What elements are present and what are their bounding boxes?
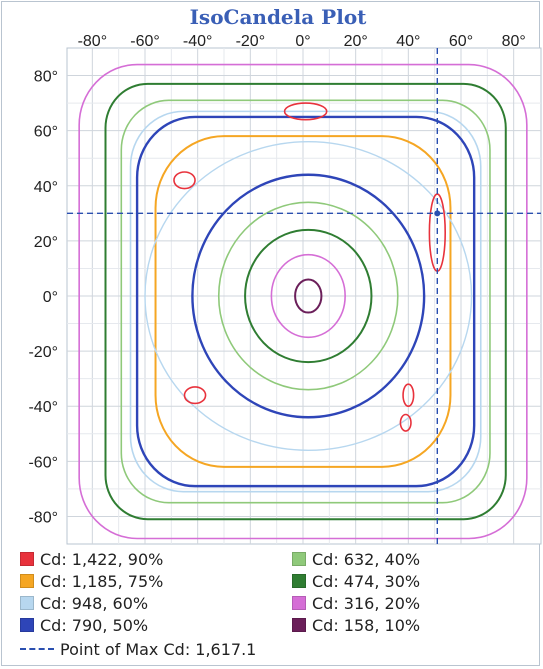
max-point-marker <box>434 210 441 217</box>
x-tick-label: -20° <box>236 33 266 50</box>
legend-swatch-30 <box>292 574 306 588</box>
legend-label-90: Cd: 1,422, 90% <box>40 549 164 569</box>
y-tick-label: 0° <box>43 289 58 306</box>
contour-60pct-outer <box>129 110 482 493</box>
legend-label-75: Cd: 1,185, 75% <box>40 571 164 591</box>
legend: Cd: 1,422, 90% Cd: 1,185, 75% Cd: 948, 6… <box>20 546 520 664</box>
contour-90pct-island <box>399 413 412 432</box>
legend-swatch-60 <box>20 596 34 610</box>
x-tick-label: 80° <box>502 33 526 50</box>
legend-item-20: Cd: 316, 20% <box>292 592 420 614</box>
max-point-legend-line <box>20 648 54 650</box>
contour-20pct-outer <box>78 63 528 540</box>
y-tick-label: -20° <box>28 344 58 361</box>
y-tick-label: -80° <box>28 509 58 526</box>
contour-30pct-inner <box>244 228 373 364</box>
legend-label-60: Cd: 948, 60% <box>40 593 149 613</box>
legend-label-40: Cd: 632, 40% <box>312 549 421 569</box>
y-tick-label: 20° <box>34 234 58 251</box>
legend-label-10: Cd: 158, 10% <box>312 615 421 635</box>
contour-90pct-island <box>173 171 196 190</box>
y-tick-label: 80° <box>34 69 58 86</box>
legend-swatch-20 <box>292 596 306 610</box>
legend-swatch-50 <box>20 618 34 632</box>
contour-40pct-outer <box>120 99 491 504</box>
contour-20pct-inner <box>270 253 346 339</box>
x-tick-label: 60° <box>449 33 473 50</box>
x-tick-label: 0° <box>295 33 310 50</box>
x-tick-label: -60° <box>130 33 160 50</box>
y-tick-label: -60° <box>28 454 58 471</box>
legend-label-max: Point of Max Cd: 1,617.1 <box>60 639 257 659</box>
y-tick-label: -40° <box>28 399 58 416</box>
contour-30pct-outer <box>104 82 507 521</box>
max-point-markers <box>67 48 541 544</box>
legend-label-20: Cd: 316, 20% <box>312 593 421 613</box>
x-tick-label: -40° <box>183 33 213 50</box>
legend-item-40: Cd: 632, 40% <box>292 548 420 570</box>
legend-item-50: Cd: 790, 50% <box>20 614 148 636</box>
contour-10pct <box>294 278 323 314</box>
y-tick-label: 60° <box>34 124 58 141</box>
legend-swatch-10 <box>292 618 306 632</box>
contour-90pct-island <box>183 386 207 405</box>
legend-item-10: Cd: 158, 10% <box>292 614 420 636</box>
x-tick-label: -80° <box>78 33 108 50</box>
contour-50pct-inner <box>191 173 426 419</box>
legend-item-60: Cd: 948, 60% <box>20 592 148 614</box>
x-tick-label: 20° <box>344 33 368 50</box>
legend-item-30: Cd: 474, 30% <box>292 570 420 592</box>
contour-75pct <box>154 135 452 468</box>
contour-90pct-island <box>283 102 328 121</box>
contour-90pct-island <box>402 383 415 408</box>
legend-label-30: Cd: 474, 30% <box>312 571 421 591</box>
legend-swatch-40 <box>292 552 306 566</box>
contour-60pct-inner <box>144 140 473 452</box>
y-tick-label: 40° <box>34 179 58 196</box>
legend-label-50: Cd: 790, 50% <box>40 615 149 635</box>
legend-item-90: Cd: 1,422, 90% <box>20 548 163 570</box>
legend-swatch-75 <box>20 574 34 588</box>
contour-lines <box>78 63 528 540</box>
x-tick-label: 40° <box>396 33 420 50</box>
x-axis-ticks: -80° -60° -40° -20° 0° 20° 40° 60° 80° <box>78 33 526 50</box>
legend-item-75: Cd: 1,185, 75% <box>20 570 163 592</box>
chart-title: IsoCandela Plot <box>190 5 368 29</box>
y-axis-ticks: 80° 60° 40° 20° 0° -20° -40° -60° -80° <box>28 69 58 527</box>
contour-50pct-outer <box>135 115 476 488</box>
legend-item-max: Point of Max Cd: 1,617.1 <box>20 638 256 660</box>
legend-swatch-90 <box>20 552 34 566</box>
contour-40pct-inner <box>217 201 399 391</box>
